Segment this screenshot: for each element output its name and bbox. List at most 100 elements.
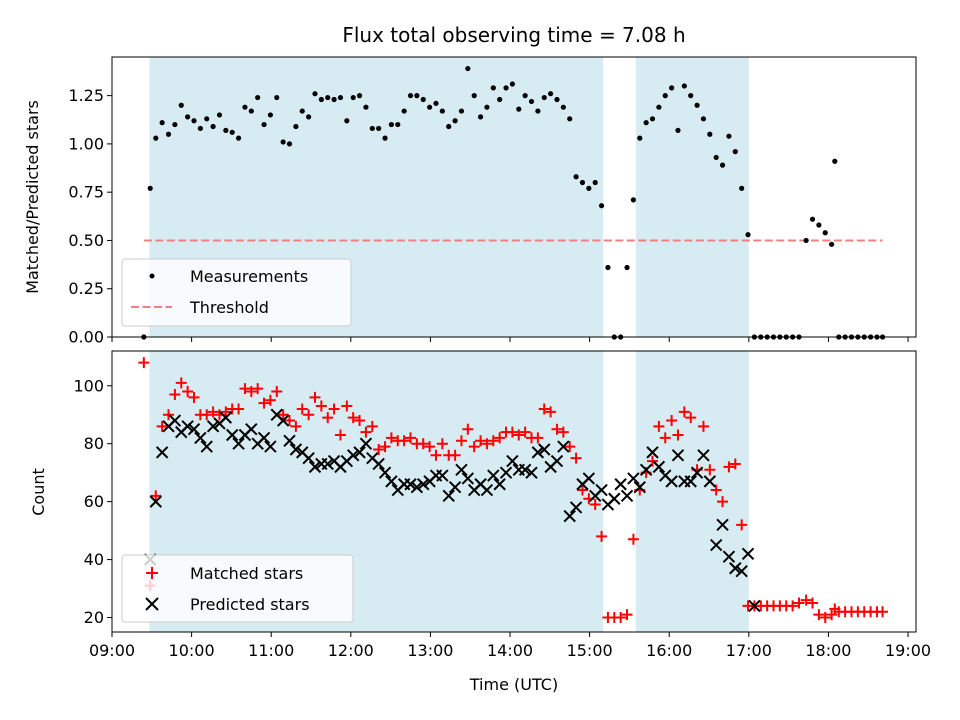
measurement-point: [832, 158, 838, 164]
matched-stars-point: [659, 432, 671, 444]
predicted-stars-point: [614, 478, 627, 491]
measurement-point: [726, 133, 732, 139]
predicted-stars-point: [506, 454, 519, 468]
matched-stars-point: [379, 441, 391, 453]
measurement-point: [745, 232, 751, 238]
measurement-point: [560, 104, 566, 110]
measurement-point: [573, 174, 579, 180]
measurement-point: [739, 185, 745, 191]
measurement-point: [707, 131, 713, 137]
measurement-point: [700, 116, 707, 122]
predicted-stars-point: [563, 509, 576, 523]
measurement-point: [293, 123, 299, 130]
matched-stars-point: [729, 458, 741, 470]
measurement-point: [427, 104, 433, 110]
matched-stars-point: [538, 403, 550, 415]
bottom-panel: 20 40 60 80 100 09:00 10:00 11:00 12:00 13:00 14:0…: [29, 350, 931, 694]
measurement-point: [662, 93, 668, 99]
top-shaded-interval: [635, 57, 749, 337]
x-axis-label: Time (UTC): [469, 675, 558, 694]
y-tick-label: 0.25: [68, 279, 104, 298]
matched-stars-point: [220, 406, 232, 418]
chart-title: Flux total observing time = 7.08 h: [342, 23, 685, 47]
measurement-point: [688, 93, 694, 99]
measurement-point: [331, 96, 337, 103]
measurement-point: [567, 116, 573, 122]
x-tick-label: 13:00: [407, 641, 453, 660]
predicted-stars-point: [417, 478, 430, 491]
y-tick-label: 80: [84, 434, 104, 453]
measurement-point: [350, 94, 356, 101]
predicted-stars-point: [633, 480, 646, 494]
matched-stars-point: [793, 597, 805, 609]
measurement-point: [147, 185, 153, 191]
measurement-point: [816, 222, 822, 228]
measurement-point: [363, 104, 369, 110]
measurement-point: [471, 93, 477, 99]
matched-stars-point: [787, 600, 799, 612]
matched-stars-point: [813, 609, 825, 621]
top-legend: Measurements Threshold: [121, 258, 352, 327]
predicted-stars-point: [302, 451, 315, 465]
measurement-point: [592, 179, 598, 186]
measurement-point: [337, 94, 344, 101]
matched-stars-point: [366, 420, 378, 432]
predicted-stars-point: [225, 428, 239, 442]
predicted-stars-point: [410, 480, 424, 494]
matched-stars-point: [264, 394, 276, 406]
x-tick-label: 15:00: [567, 641, 613, 660]
matched-stars-point: [233, 403, 245, 415]
matched-stars-point: [430, 449, 442, 461]
matched-stars-point: [455, 435, 467, 447]
predicted-stars-point: [372, 457, 385, 471]
predicted-stars-point: [206, 420, 220, 433]
matched-stars-point: [627, 533, 639, 545]
predicted-stars-point: [550, 454, 564, 468]
measurement-point: [369, 125, 375, 132]
predicted-stars-point: [487, 469, 500, 482]
measurement-point: [484, 104, 490, 110]
predicted-stars-point: [385, 475, 398, 488]
predicted-stars-point: [639, 463, 653, 476]
measurement-point: [541, 94, 547, 101]
matched-stars-point: [723, 461, 735, 473]
x-tick-label: 12:00: [328, 641, 374, 660]
matched-stars-point: [704, 464, 716, 476]
predicted-stars-point: [595, 483, 608, 497]
measurement-point: [299, 108, 305, 114]
measurement-point: [497, 96, 503, 103]
predicted-stars-point: [652, 460, 666, 474]
predicted-stars-point: [232, 437, 245, 450]
matched-stars-point: [506, 426, 518, 438]
measurement-point: [318, 96, 324, 103]
predicted-stars-point: [608, 492, 621, 505]
matched-stars-point: [201, 409, 213, 421]
measurement-point: [803, 237, 809, 244]
matched-stars-point: [163, 409, 175, 421]
predicted-stars-point: [264, 440, 277, 453]
measurement-point: [630, 197, 637, 203]
matched-stars-point: [576, 484, 588, 496]
bot-shaded-interval: [635, 351, 749, 632]
measurement-point: [719, 162, 726, 168]
measurement-point: [216, 112, 223, 118]
matched-stars-point: [150, 490, 162, 502]
legend-measurements-label: Measurements: [190, 267, 308, 286]
predicted-stars-point: [722, 550, 736, 563]
top-plot-frame: [111, 56, 917, 338]
predicted-stars-point: [671, 449, 685, 462]
matched-stars-point: [449, 449, 461, 461]
bottom-legend: Matched stars Predicted stars: [121, 554, 354, 623]
x-tick-label: 18:00: [805, 641, 851, 660]
matched-stars-point: [717, 496, 729, 508]
measurement-point: [306, 114, 312, 120]
y-tick-label: 0.00: [68, 328, 104, 347]
matched-stars-point: [322, 412, 334, 424]
predicted-stars-point: [155, 446, 169, 459]
measurement-point: [579, 179, 586, 186]
matched-stars-point: [685, 412, 697, 424]
predicted-stars-point: [404, 478, 417, 491]
predicted-stars-point: [697, 449, 710, 462]
measurement-point: [433, 100, 439, 106]
matched-stars-point: [481, 438, 493, 450]
